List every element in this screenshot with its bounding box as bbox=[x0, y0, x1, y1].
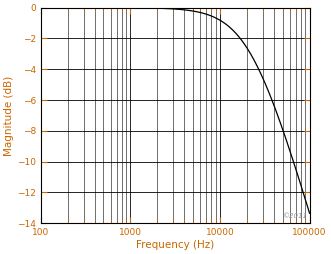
X-axis label: Frequency (Hz): Frequency (Hz) bbox=[136, 240, 214, 250]
Y-axis label: Magnitude (dB): Magnitude (dB) bbox=[4, 75, 14, 155]
Text: ©2011: ©2011 bbox=[282, 213, 307, 219]
